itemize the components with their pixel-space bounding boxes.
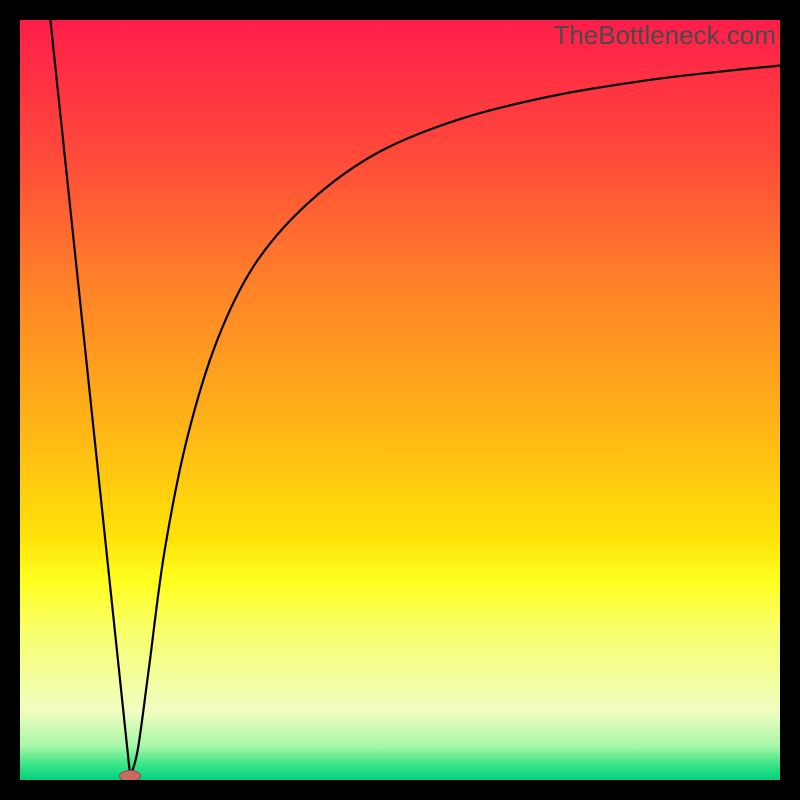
curve-minimum-marker [119, 770, 141, 780]
watermark-text: TheBottleneck.com [553, 20, 776, 51]
chart-curve-layer [20, 20, 780, 780]
chart-plot-area: TheBottleneck.com [20, 20, 780, 780]
bottleneck-curve [50, 20, 780, 776]
